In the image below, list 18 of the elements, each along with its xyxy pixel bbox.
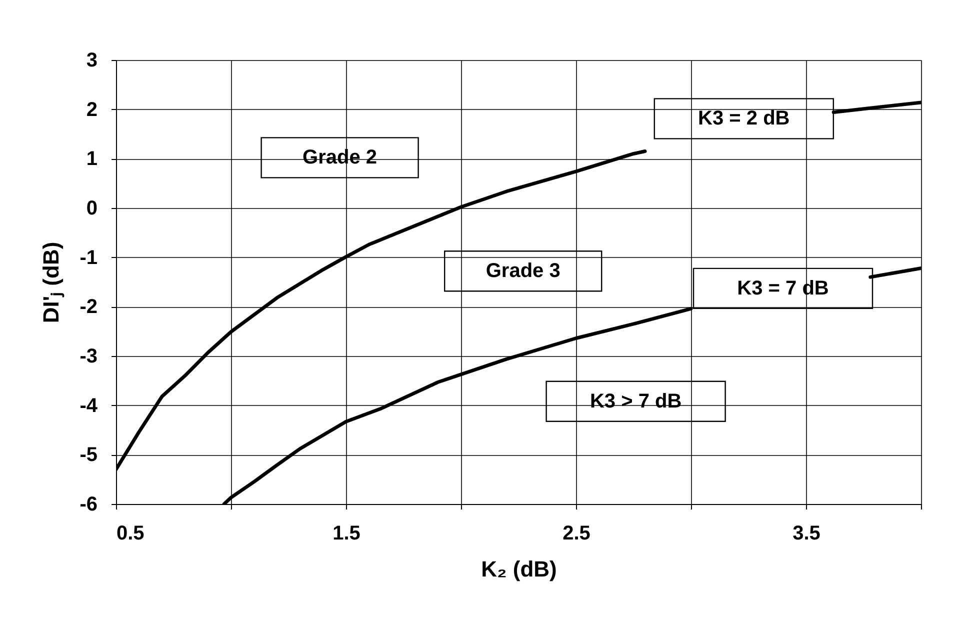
annotation: K3 = 2 dB <box>698 108 790 130</box>
y-tick-label: -3 <box>80 346 98 368</box>
y-axis-title: DI'ⱼ (dB) <box>38 242 65 324</box>
y-tick-label: -5 <box>80 444 98 466</box>
y-tick-label: -2 <box>80 296 98 318</box>
y-tick-label: -4 <box>80 394 98 417</box>
annotation: Grade 3 <box>486 260 560 282</box>
x-axis-title: K₂ (dB) <box>481 556 557 582</box>
x-tick-label: 3.5 <box>792 522 820 544</box>
y-tick-label: 0 <box>86 198 98 220</box>
y-tick-label: 2 <box>86 98 98 121</box>
x-tick-label: 1.5 <box>332 522 360 544</box>
x-tick-label: 0.5 <box>116 522 144 544</box>
y-tick-label: -6 <box>80 494 98 516</box>
y-tick-label: -1 <box>80 246 98 269</box>
x-tick-label: 2.5 <box>562 522 590 544</box>
y-tick-label: 1 <box>86 148 98 170</box>
y-tick-label: 3 <box>86 50 98 72</box>
